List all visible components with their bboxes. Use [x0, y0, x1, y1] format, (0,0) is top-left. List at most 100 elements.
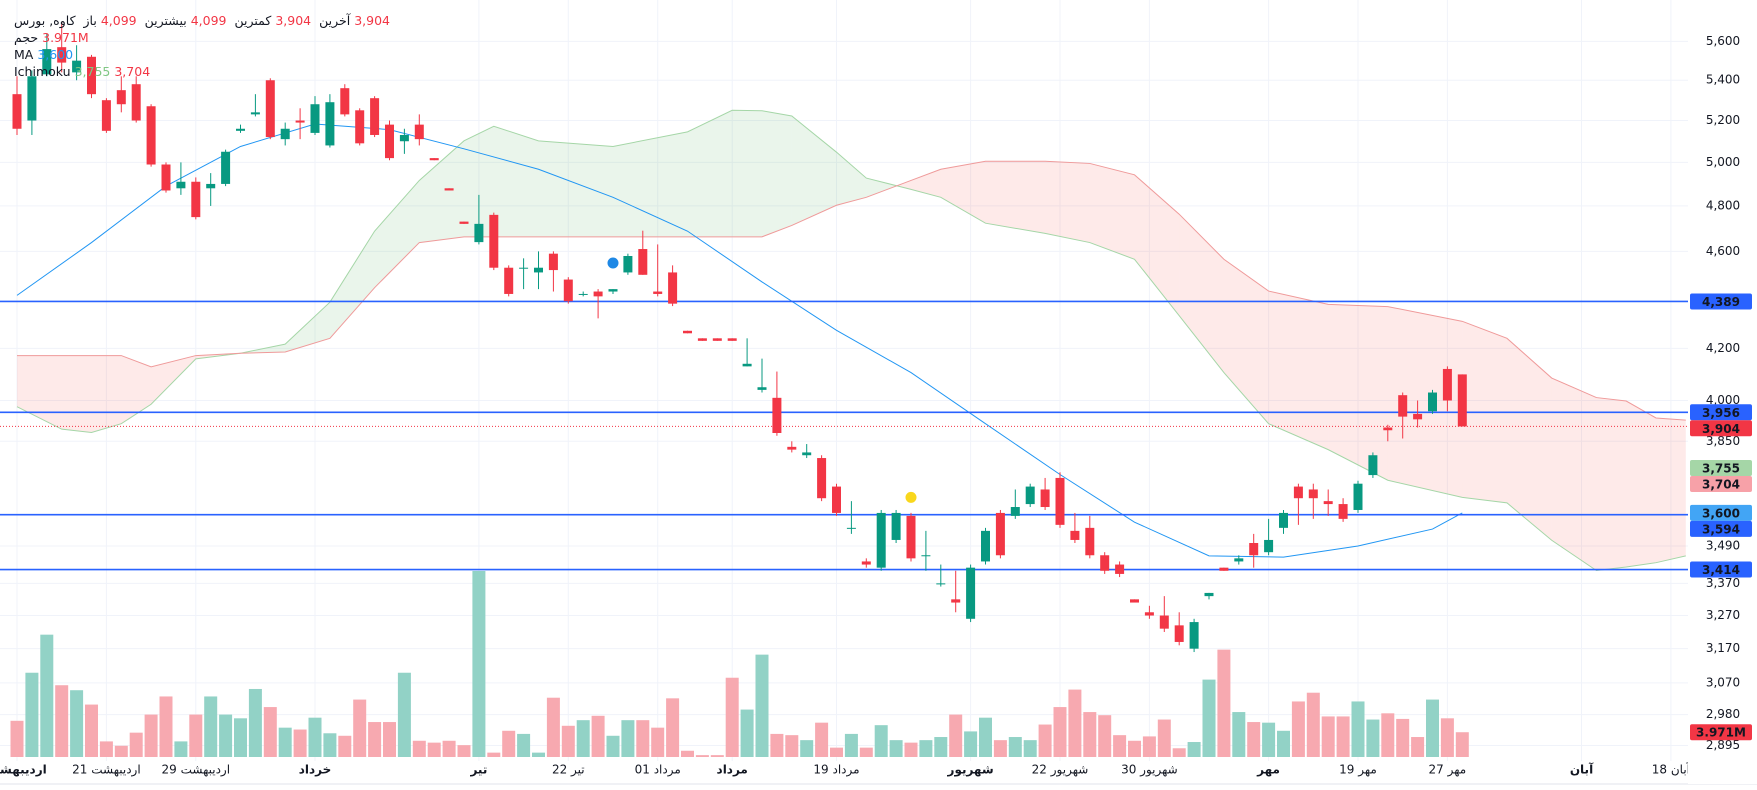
- candle-body: [280, 128, 290, 140]
- candle-body: [1398, 395, 1408, 417]
- x-tick-label: تیر: [469, 763, 487, 777]
- volume-bar: [219, 714, 233, 757]
- candle-body: [161, 164, 171, 191]
- candle-body: [519, 267, 529, 269]
- volume-bar: [397, 672, 411, 757]
- x-tick-label: 29 اردیبهشت: [162, 763, 231, 778]
- legend-volume: حجم 3.971M: [14, 29, 394, 46]
- x-tick-label: شهریور: [947, 763, 994, 778]
- cloud-fill: [1179, 214, 1224, 373]
- volume-bar: [1426, 699, 1439, 757]
- volume-bar: [770, 733, 784, 757]
- volume-bar: [666, 698, 680, 757]
- volume-bar: [1336, 716, 1350, 757]
- volume-bar: [442, 740, 456, 757]
- candle-body: [191, 181, 201, 218]
- candle-body: [1070, 530, 1080, 540]
- legend-value: 4,099: [190, 13, 227, 28]
- volume-bar: [710, 755, 724, 757]
- cloud-fill: [732, 110, 762, 237]
- candle-body: [817, 458, 827, 499]
- cloud-fill: [61, 355, 92, 433]
- candle-body: [1442, 368, 1452, 401]
- candle-body: [131, 84, 141, 121]
- candle-body: [87, 56, 96, 95]
- candle-body: [742, 363, 752, 367]
- candle-body: [399, 134, 409, 142]
- candle-body: [1383, 427, 1393, 431]
- volume-bar: [293, 729, 307, 757]
- volume-bar: [1038, 724, 1052, 757]
- candle-body: [906, 515, 916, 559]
- candle-body: [1219, 567, 1229, 571]
- x-tick-label: 22 شهریور: [1032, 763, 1089, 778]
- price-badge-label: 4,389: [1702, 295, 1740, 309]
- volume-bar: [278, 727, 292, 757]
- legend-label: باز: [83, 13, 97, 28]
- candle-body: [429, 158, 439, 161]
- volume-bar: [1366, 719, 1380, 757]
- candle-body: [623, 255, 633, 273]
- cloud-fill: [374, 180, 420, 288]
- price-badge: [1690, 504, 1752, 521]
- volume-bar: [1351, 701, 1365, 757]
- volume-bar: [1381, 713, 1395, 757]
- y-tick-label: 2,895: [1706, 738, 1740, 752]
- x-tick-label: 22 تیر: [552, 763, 585, 778]
- volume-bar: [591, 715, 605, 757]
- candle-body: [1040, 489, 1050, 508]
- candle-body: [697, 338, 707, 341]
- volume-bar: [129, 732, 143, 757]
- legend-label: بیشترین: [144, 13, 187, 28]
- candle-body: [891, 512, 901, 540]
- cloud-fill: [1551, 378, 1597, 571]
- volume-bar: [889, 740, 903, 757]
- volume-bar: [919, 740, 933, 757]
- y-tick-label: 3,490: [1706, 539, 1740, 553]
- volume-bar: [234, 718, 247, 757]
- candle-body: [1025, 486, 1035, 505]
- legend-ohlc: کاوه, بورس باز 4,099 بیشترین 4,099 کمترین 3…: [14, 12, 394, 29]
- volume-bar: [904, 742, 918, 757]
- legend-value: 3,755: [74, 64, 111, 79]
- candle-body: [772, 397, 782, 433]
- volume-bar: [55, 685, 69, 757]
- volume-bar: [1157, 719, 1171, 757]
- volume-bar: [1455, 732, 1469, 757]
- y-tick-label: 5,200: [1706, 113, 1740, 127]
- y-tick-label: 3,270: [1706, 608, 1740, 622]
- price-badge: [1690, 475, 1752, 492]
- cloud-fill: [1656, 417, 1686, 563]
- candle-body: [265, 80, 275, 138]
- volume-badge-label: 3.971M: [1696, 726, 1746, 740]
- cloud-fill: [1268, 291, 1329, 450]
- candle-body: [1010, 507, 1020, 516]
- legend-label: MA: [14, 47, 34, 62]
- ma-line: [16, 123, 1463, 558]
- candle-body: [1353, 483, 1363, 510]
- y-tick-label: 3,070: [1706, 675, 1740, 689]
- candle-body: [787, 446, 797, 450]
- legend-value: 3,904: [275, 13, 312, 28]
- cloud-fill: [687, 110, 733, 237]
- price-badge-label: 3,704: [1702, 477, 1740, 491]
- volume-bar: [189, 714, 203, 757]
- cloud-fill: [985, 161, 1046, 234]
- price-badge-label: 3,600: [1702, 506, 1740, 520]
- candle-body: [355, 110, 365, 144]
- volume-bar: [323, 733, 337, 757]
- y-tick-label: 2,980: [1706, 707, 1740, 721]
- candle-body: [936, 583, 946, 585]
- cloud-fill: [762, 110, 792, 237]
- volume-bar: [1277, 730, 1290, 757]
- candle-body: [221, 151, 231, 184]
- y-tick-label: 5,000: [1706, 155, 1740, 169]
- candle-body: [638, 249, 648, 275]
- y-tick-label: 5,600: [1706, 34, 1740, 48]
- candle-body: [1338, 504, 1348, 519]
- volume-bar: [353, 699, 367, 757]
- x-tick-label: مرداد: [717, 763, 748, 777]
- candle-body: [712, 338, 722, 341]
- y-tick-label: 3,850: [1706, 434, 1740, 448]
